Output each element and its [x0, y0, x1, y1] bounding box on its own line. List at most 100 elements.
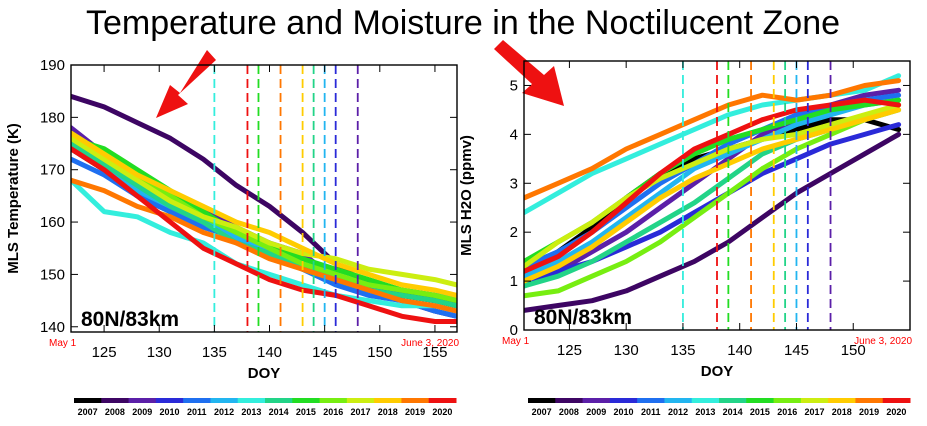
colorbar-year-2012: 2012: [214, 407, 234, 417]
colorbar-year-2014: 2014: [723, 407, 743, 417]
colorbar-year-2010: 2010: [613, 407, 633, 417]
region-label: 80N/83km: [81, 308, 179, 331]
main-title: Temperature and Moisture in the Noctiluc…: [86, 4, 840, 42]
colorbar-swatch-2016: [319, 398, 348, 403]
colorbar-year-2016: 2016: [323, 407, 343, 417]
colorbar-year-2007: 2007: [532, 407, 552, 417]
colorbar-year-2020: 2020: [886, 407, 906, 417]
colorbar-year-2008: 2008: [559, 407, 579, 417]
year-colorbar-left: 2007 2008 2009 2010 2011 2012 2013 2014 2015 2016…: [74, 398, 457, 417]
colorbar-year-2011: 2011: [187, 407, 207, 417]
colorbar-swatch-2015: [746, 398, 775, 403]
region-label: 80N/83km: [534, 306, 632, 329]
series-line-2020: [71, 146, 457, 324]
pointer-arrow-left: [156, 50, 216, 118]
colorbar-year-2020: 2020: [432, 407, 452, 417]
y-tick-label: 3: [510, 175, 518, 192]
y-tick-label: 170: [40, 162, 65, 179]
y-tick-label: 2: [510, 224, 518, 241]
colorbar-swatch-2018: [374, 398, 402, 403]
colorbar-swatch-2011: [637, 398, 665, 403]
y-tick-label: 160: [40, 214, 65, 231]
y-tick-label: 150: [40, 266, 65, 283]
plot-frame: [523, 60, 911, 331]
x-tick-label: 130: [147, 344, 172, 361]
series-line-2013: [71, 177, 457, 314]
colorbar-swatch-2014: [719, 398, 747, 403]
colorbar-swatch-2016: [773, 398, 802, 403]
series-line-2008: [524, 131, 902, 313]
colorbar-swatch-2013: [237, 398, 266, 403]
colorbar-swatch-2009: [128, 398, 157, 403]
end-date-note: June 3, 2020: [401, 338, 459, 349]
start-date-note: May 1: [502, 336, 530, 347]
x-tick-label: 150: [367, 344, 392, 361]
colorbar-swatch-2018: [828, 398, 856, 403]
colorbar-swatch-2019: [855, 398, 884, 403]
water-vapor-panel: 125 130 135 140 145 150 0 1 2 3 4 5 DOY MLS H2O (ppmv…: [458, 60, 912, 380]
colorbar-swatch-2008: [555, 398, 584, 403]
start-date-note: May 1: [49, 338, 77, 349]
colorbar-swatch-2015: [292, 398, 321, 403]
series-line-2017: [524, 102, 902, 269]
x-tick-label: 130: [614, 342, 639, 359]
colorbar-swatch-2014: [265, 398, 293, 403]
colorbar-year-2015: 2015: [296, 407, 316, 417]
x-axis-label: DOY: [701, 363, 734, 380]
colorbar-year-2017: 2017: [804, 407, 824, 417]
colorbar-swatch-2007: [528, 398, 556, 403]
pointer-arrow-right-shape: [494, 40, 564, 106]
colorbar-swatch-2013: [691, 398, 720, 403]
colorbar-year-2015: 2015: [750, 407, 770, 417]
x-tick-label: 145: [784, 342, 809, 359]
y-tick-label: 190: [40, 57, 65, 74]
series-line-2019: [71, 177, 457, 314]
series-line-2012: [524, 97, 902, 279]
series-line-2018: [71, 130, 457, 298]
y-axis-label: MLS Temperature (K): [5, 123, 22, 274]
series-line-2020: [524, 97, 902, 274]
pointer-arrow-right: [494, 40, 564, 106]
colorbar-swatch-2019: [401, 398, 430, 403]
colorbar-year-2017: 2017: [350, 407, 370, 417]
colorbar-swatch-2009: [582, 398, 611, 403]
end-date-note: June 3, 2020: [854, 336, 912, 347]
pointer-arrow-left-shape: [156, 50, 216, 118]
x-tick-label: 145: [312, 344, 337, 361]
colorbar-swatch-2008: [101, 398, 130, 403]
series-line-2019: [524, 78, 902, 201]
colorbar-year-2011: 2011: [641, 407, 661, 417]
x-tick-label: 135: [670, 342, 695, 359]
plot-frame: [70, 64, 458, 333]
colorbar-year-2016: 2016: [777, 407, 797, 417]
colorbar-year-2008: 2008: [105, 407, 125, 417]
colorbar-year-2014: 2014: [269, 407, 289, 417]
colorbar-swatch-2012: [664, 398, 693, 403]
series-line-2017: [71, 135, 457, 288]
colorbar-year-2013: 2013: [241, 407, 261, 417]
colorbar-year-2009: 2009: [586, 407, 606, 417]
x-axis-label: DOY: [248, 365, 281, 382]
colorbar-year-2007: 2007: [78, 407, 98, 417]
x-tick-label: 125: [92, 344, 117, 361]
x-tick-label: 135: [202, 344, 227, 361]
colorbar-swatch-2017: [346, 398, 375, 403]
year-colorbar-right: 2007 2008 2009 2010 2011 2012 2013 2014 2015 2016…: [528, 398, 911, 417]
colorbar-swatch-2010: [609, 398, 638, 403]
series-line-2018: [524, 107, 902, 284]
temperature-panel: 125 130 135 140 145 150 155 140 150 160 170 180 190 D…: [5, 57, 459, 382]
y-axis-label: MLS H2O (ppmv): [458, 135, 475, 256]
colorbar-year-2019: 2019: [405, 407, 425, 417]
y-tick-label: 4: [510, 126, 518, 143]
x-tick-label: 140: [257, 344, 282, 361]
colorbar-year-2019: 2019: [859, 407, 879, 417]
colorbar-year-2010: 2010: [159, 407, 179, 417]
series-line-2014: [71, 141, 457, 309]
colorbar-year-2009: 2009: [132, 407, 152, 417]
colorbar-swatch-2020: [428, 398, 457, 403]
x-tick-label: 150: [841, 342, 866, 359]
colorbar-year-2012: 2012: [668, 407, 688, 417]
y-tick-label: 5: [510, 77, 518, 94]
x-tick-label: 125: [557, 342, 582, 359]
